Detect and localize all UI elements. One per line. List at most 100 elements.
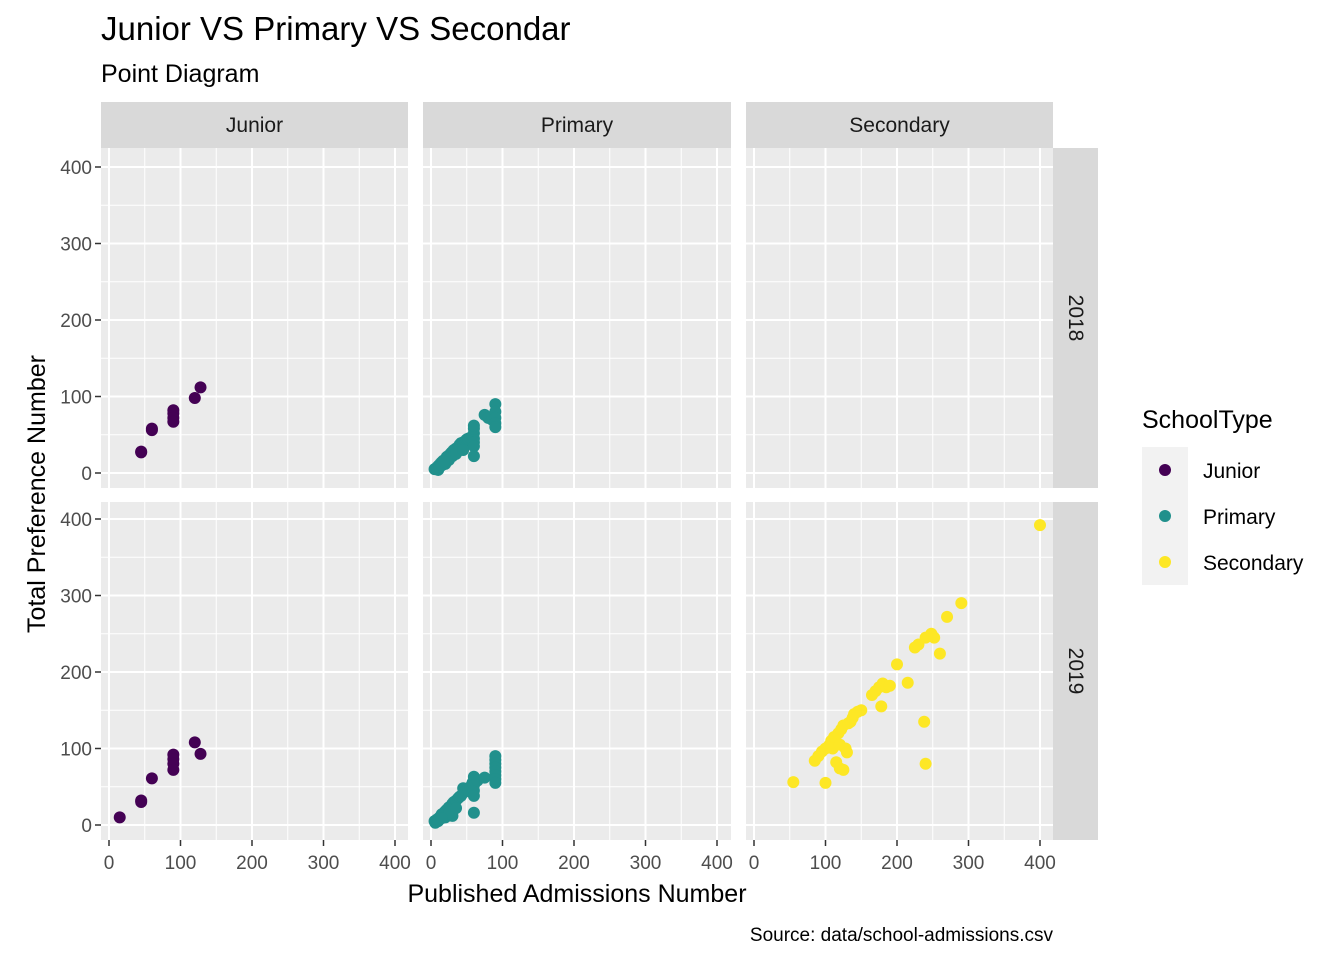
data-point (875, 700, 888, 713)
panel-background (101, 148, 408, 488)
data-point (933, 647, 946, 660)
x-tick-label: 100 (487, 853, 519, 874)
data-point (450, 802, 463, 815)
data-point (145, 424, 158, 437)
data-point (467, 789, 480, 802)
series-points-primary (428, 398, 502, 476)
y-tick-label: 100 (60, 740, 92, 761)
data-point (787, 776, 800, 789)
data-point (437, 455, 450, 468)
data-point (837, 763, 850, 776)
chart-subtitle: Point Diagram (101, 60, 259, 88)
y-axis-title: Total Preference Number (23, 355, 51, 633)
data-point (113, 811, 126, 824)
data-point (188, 736, 201, 749)
x-tick-label: 100 (165, 853, 197, 874)
x-tick-label: 400 (701, 853, 733, 874)
legend-item-primary: Primary (1142, 493, 1276, 539)
data-point (457, 444, 470, 457)
data-point (955, 597, 968, 610)
data-point (467, 440, 480, 453)
series-points-secondary (787, 519, 1046, 789)
chart-caption: Source: data/school-admissions.csv (750, 925, 1054, 946)
data-point (1034, 519, 1046, 532)
data-point (467, 419, 480, 432)
data-point (489, 421, 502, 434)
x-tick-label: 200 (881, 853, 913, 874)
data-point (194, 381, 207, 394)
series-points-junior (113, 736, 207, 824)
legend-title: SchoolType (1142, 406, 1273, 434)
facet-strip-2019 (1053, 502, 1098, 840)
x-tick-label: 300 (953, 853, 985, 874)
data-point (941, 610, 954, 623)
facet-strip-label: Secondary (849, 114, 950, 137)
facet-strip-label: 2018 (1064, 295, 1087, 342)
data-point (840, 746, 853, 759)
data-point (891, 658, 903, 671)
y-tick-label: 100 (60, 388, 92, 409)
y-tick-label: 400 (60, 158, 92, 179)
x-tick-label: 200 (558, 853, 590, 874)
x-tick-label: 300 (630, 853, 662, 874)
panel-background (746, 148, 1053, 488)
data-point (167, 763, 180, 776)
series-points-primary (428, 750, 502, 829)
facet-panel (746, 148, 1053, 488)
x-tick-label: 0 (749, 853, 760, 874)
facet-panel (101, 148, 408, 488)
data-point (478, 771, 491, 784)
facet-strip-secondary (746, 102, 1053, 148)
legend-label: Secondary (1203, 552, 1304, 575)
x-tick-label: 100 (810, 853, 842, 874)
data-point (194, 747, 207, 760)
facet-strip-label: Primary (541, 114, 614, 137)
data-point (135, 796, 148, 809)
data-point (918, 715, 931, 728)
data-point (855, 704, 868, 717)
facet-panel (746, 502, 1053, 840)
data-point (135, 446, 148, 459)
facet-strip-junior (101, 102, 408, 148)
y-tick-label: 300 (60, 587, 92, 608)
data-point (145, 772, 158, 785)
y-tick-label: 0 (81, 464, 92, 485)
y-tick-label: 0 (81, 816, 92, 837)
facet-panel (423, 502, 731, 840)
x-tick-label: 0 (426, 853, 437, 874)
y-tick-label: 400 (60, 510, 92, 531)
data-point (919, 757, 932, 770)
x-tick-label: 300 (308, 853, 340, 874)
x-tick-label: 0 (104, 853, 115, 874)
x-tick-label: 400 (379, 853, 411, 874)
data-point (489, 776, 502, 789)
legend-item-junior: Junior (1142, 447, 1260, 493)
chart-title: Junior VS Primary VS Secondar (101, 10, 571, 47)
legend-swatch (1159, 464, 1171, 476)
data-point (467, 806, 480, 819)
data-point (901, 676, 914, 689)
data-point (167, 415, 180, 428)
x-axis-title: Published Admissions Number (407, 880, 746, 908)
facet-panels: Junior Primary Secondary 2018 2019 (101, 102, 1098, 840)
legend-item-secondary: Secondary (1142, 539, 1304, 585)
legend-label: Junior (1203, 460, 1260, 483)
legend-label: Primary (1203, 506, 1276, 529)
facet-strip-label: 2019 (1064, 648, 1087, 695)
legend-swatch (1159, 556, 1171, 568)
y-tick-label: 200 (60, 663, 92, 684)
axes: 0 100 200 300 400 0 100 200 300 400 0 100 200 300 400 0… (60, 158, 1056, 874)
data-point (928, 631, 941, 644)
series-points-junior (135, 381, 207, 459)
legend: SchoolType Junior Primary Secondary (1142, 406, 1304, 585)
facet-strip-label: Junior (226, 114, 283, 137)
facet-strip-primary (423, 102, 731, 148)
y-tick-label: 200 (60, 311, 92, 332)
data-point (188, 392, 201, 405)
data-point (467, 450, 480, 463)
y-tick-label: 300 (60, 235, 92, 256)
x-tick-label: 400 (1024, 853, 1056, 874)
data-point (883, 679, 896, 692)
facet-strip-2018 (1053, 148, 1098, 488)
